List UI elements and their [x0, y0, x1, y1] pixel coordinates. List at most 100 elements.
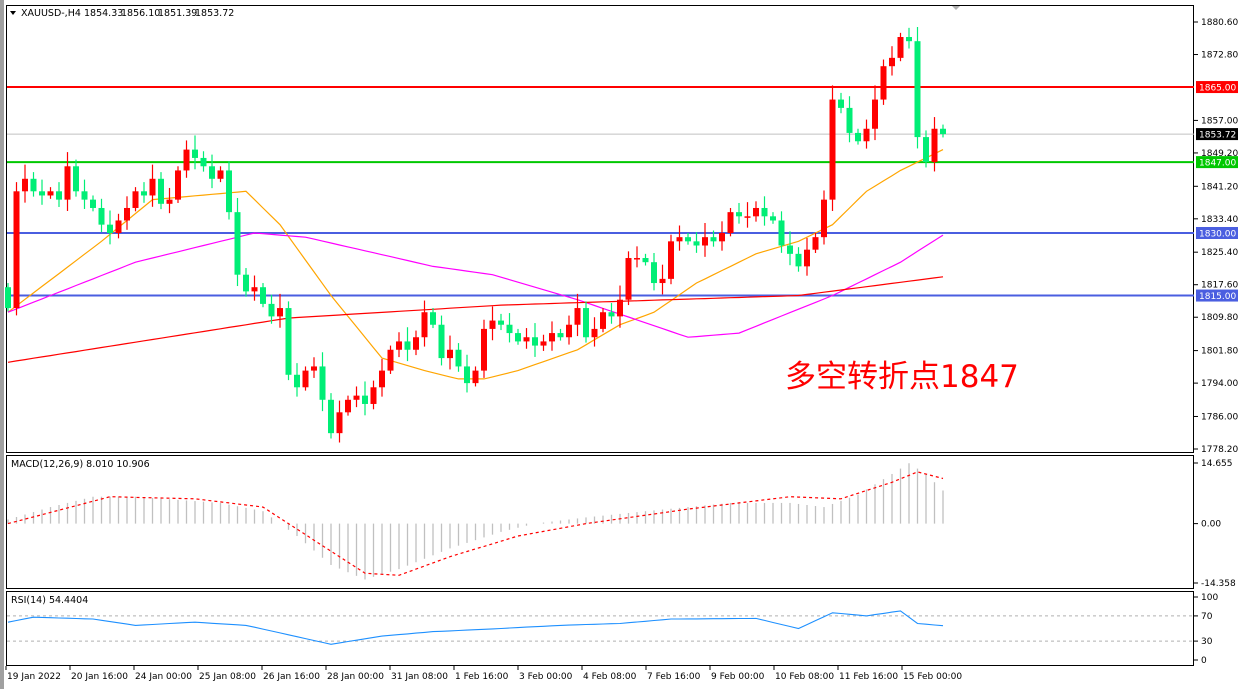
candle-bearish — [234, 212, 241, 275]
candle-bearish — [192, 149, 198, 158]
dropdown-triangle-icon[interactable] — [10, 11, 16, 15]
candle-bullish — [115, 220, 122, 233]
candle-bullish — [370, 387, 377, 404]
candle-bearish — [736, 212, 742, 217]
candle-bearish — [294, 374, 300, 388]
candle-bearish — [404, 341, 411, 350]
candle-bullish — [812, 237, 819, 250]
candle-bearish — [846, 107, 853, 133]
candle-bearish — [30, 178, 37, 192]
candle-bullish — [311, 366, 317, 371]
candle-bearish — [90, 199, 96, 208]
macd-signal-line — [7, 471, 944, 576]
candle-bullish — [217, 170, 224, 179]
candle-bullish — [396, 341, 402, 350]
price-tick-label: 1809.80 — [1201, 313, 1238, 323]
candle-bearish — [319, 366, 326, 400]
candle-bullish — [447, 349, 453, 359]
candle-bullish — [549, 333, 555, 342]
rsi-panel[interactable] — [6, 591, 1194, 666]
candle-bullish — [149, 178, 156, 196]
level-price-badge — [1196, 81, 1238, 94]
candle-bearish — [651, 262, 657, 284]
candle-bullish — [353, 395, 360, 400]
candle-bearish — [761, 207, 768, 217]
level-price-label: 1830.00 — [1199, 229, 1236, 239]
ohlc-close: 1853.72 — [195, 8, 234, 19]
candle-bearish — [506, 324, 513, 334]
candle-bullish — [336, 412, 343, 434]
candle-bearish — [906, 37, 912, 42]
main-price-panel[interactable] — [6, 5, 1194, 453]
candle-bearish — [787, 245, 793, 254]
candle-bearish — [778, 220, 785, 246]
price-tick-label: 1833.40 — [1201, 215, 1238, 225]
annotation-text: 多空转折点1847 — [785, 359, 1019, 395]
moving-average-line — [7, 232, 944, 338]
candle-bearish — [608, 312, 615, 317]
candle-bearish — [438, 324, 445, 359]
candle-bearish — [532, 337, 538, 346]
candle-bullish — [702, 237, 708, 246]
moving-average-line — [7, 276, 944, 363]
rsi-tick-label: 70 — [1201, 612, 1213, 622]
window-left-border — [0, 0, 4, 689]
candle-bullish — [668, 241, 674, 279]
level-price-badge — [1196, 156, 1238, 169]
candle-bullish — [617, 299, 623, 317]
candle-bullish — [863, 128, 870, 142]
candle-bearish — [464, 366, 470, 384]
time-tick-label: 31 Jan 08:00 — [391, 672, 448, 682]
candle-bullish — [821, 199, 827, 238]
candle-bearish — [226, 170, 232, 213]
candle-bullish — [659, 278, 666, 284]
candle-bearish — [838, 99, 844, 108]
price-tick-label: 1841.20 — [1201, 182, 1238, 192]
candle-bearish — [693, 241, 700, 246]
price-tick-label: 1825.40 — [1201, 248, 1238, 258]
candle-bearish — [770, 216, 776, 221]
candle-bearish — [107, 224, 113, 233]
candle-bullish — [302, 370, 309, 388]
candle-bullish — [744, 216, 751, 218]
candle-bullish — [22, 178, 28, 192]
candle-bearish — [39, 191, 45, 196]
macd-panel[interactable] — [6, 455, 1194, 589]
time-tick-label: 9 Feb 00:00 — [711, 672, 765, 682]
candle-bearish — [268, 303, 275, 317]
rsi-tick-label: 30 — [1201, 637, 1213, 647]
price-tick-label: 1801.80 — [1201, 347, 1238, 357]
time-tick-label: 10 Feb 08:00 — [775, 672, 834, 682]
chart-shift-marker-icon[interactable] — [952, 6, 960, 10]
candle-bearish — [685, 237, 691, 242]
candle-bullish — [175, 170, 181, 200]
level-price-badge — [1196, 289, 1238, 302]
candle-bullish — [600, 312, 606, 329]
candle-bearish — [923, 137, 929, 163]
candle-bearish — [583, 308, 589, 338]
rsi-layer — [7, 610, 1194, 645]
candle-bullish — [47, 191, 54, 196]
candle-bearish — [498, 320, 504, 325]
candle-bullish — [872, 99, 878, 129]
candle-bullish — [166, 199, 173, 204]
candle-bullish — [829, 99, 836, 200]
candle-bearish — [855, 132, 861, 142]
time-tick-label: 1 Feb 16:00 — [455, 672, 509, 682]
candle-bearish — [285, 308, 292, 375]
candle-bullish — [753, 207, 759, 217]
time-tick-label: 11 Feb 16:00 — [839, 672, 898, 682]
current-price-label: 1853.72 — [1199, 131, 1236, 141]
candle-bullish — [379, 370, 385, 388]
candle-bullish — [719, 232, 725, 242]
candle-bullish — [489, 320, 496, 329]
candle-bullish — [421, 312, 428, 338]
candle-bearish — [362, 395, 368, 404]
candle-bullish — [132, 191, 139, 208]
candle-bearish — [243, 274, 249, 292]
price-tick-label: 1778.20 — [1201, 445, 1238, 455]
macd-tick-label: 14.655 — [1201, 459, 1233, 469]
candle-bullish — [889, 57, 895, 67]
